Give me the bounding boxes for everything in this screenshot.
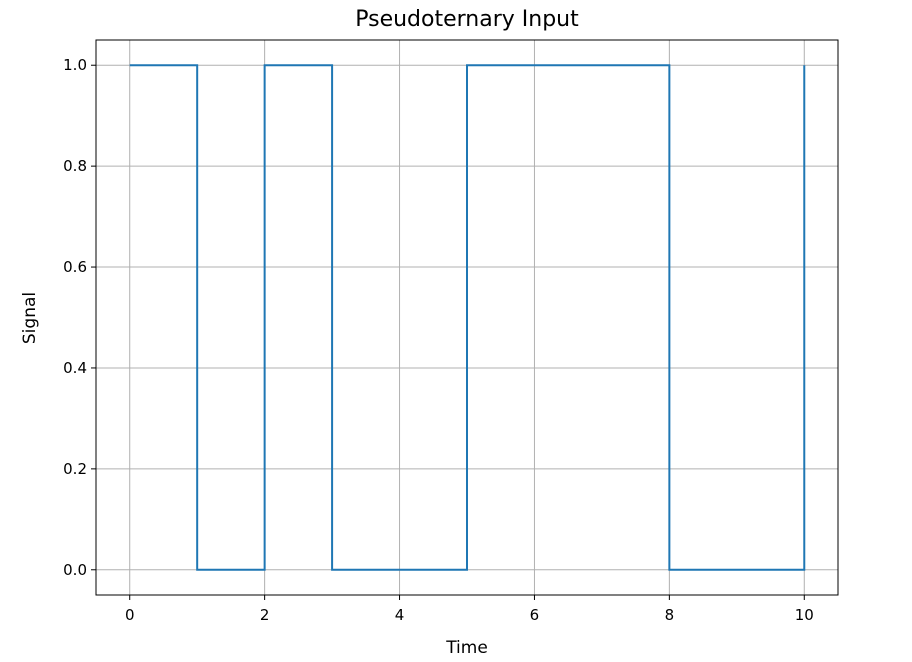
x-axis-label: Time: [445, 638, 488, 658]
y-axis-label: Signal: [20, 292, 40, 344]
x-tick-label: 2: [260, 606, 270, 624]
x-tick-label: 10: [795, 606, 814, 624]
x-tick-label: 4: [395, 606, 405, 624]
x-tick-label: 0: [125, 606, 135, 624]
plot-frame: [95, 39, 839, 596]
y-tick-label: 0.2: [63, 460, 87, 478]
x-tick-label: 8: [665, 606, 675, 624]
x-axis: 0 2 4 6 8 10: [125, 595, 814, 624]
signal-series-line: [129, 64, 806, 571]
y-tick-label: 0.6: [63, 258, 87, 276]
x-tick-label: 6: [530, 606, 540, 624]
y-tick-label: 0.0: [63, 561, 87, 579]
y-tick-label: 0.4: [63, 359, 87, 377]
y-tick-label: 1.0: [63, 56, 87, 74]
y-tick-label: 0.8: [63, 157, 87, 175]
y-axis: 0.0 0.2 0.4 0.6 0.8 1.0: [63, 56, 96, 579]
chart-title: Pseudoternary Input: [355, 7, 579, 32]
